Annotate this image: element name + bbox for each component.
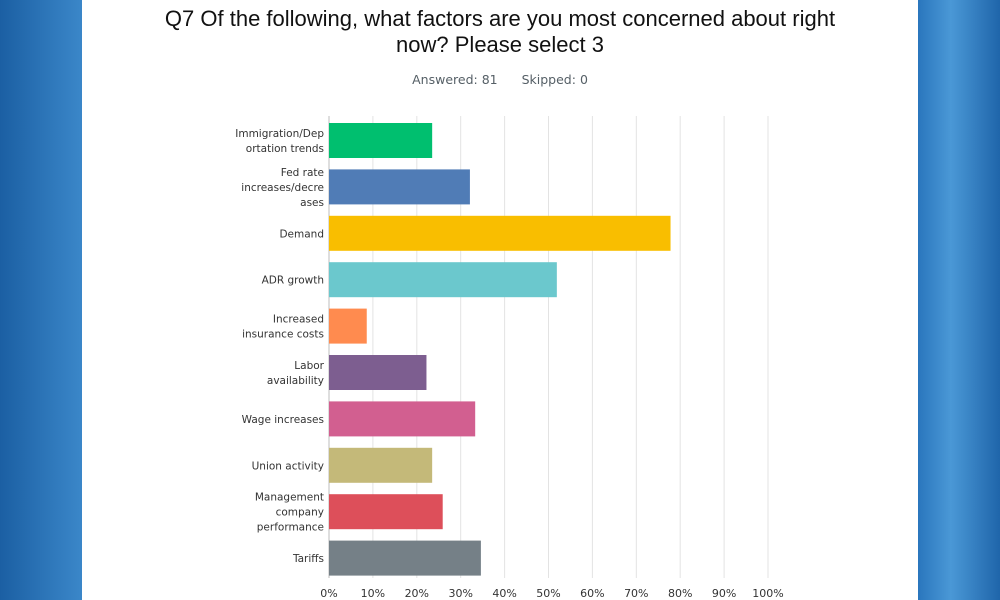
background-right-band [918, 0, 1000, 600]
bar [329, 216, 671, 251]
x-tick-label: 60% [580, 587, 604, 600]
bar [329, 123, 432, 158]
category-label-line: availability [267, 375, 324, 387]
category-label: Management company performance [255, 492, 324, 534]
category-label-line: Fed rate [281, 167, 324, 179]
bar [329, 169, 470, 204]
x-tick-label: 0% [320, 587, 337, 600]
category-label: Union activity [252, 460, 324, 472]
bar-chart: 0% 10% 20% 30% 40% 50% 60% 70% 80% 90% 100% Immigra… [82, 0, 918, 600]
category-label-line: insurance costs [242, 329, 324, 341]
bar [329, 309, 367, 344]
category-label-line: Union activity [252, 460, 324, 472]
bar [329, 401, 475, 436]
category-label-line: Wage increases [242, 414, 324, 426]
x-tick-label: 50% [536, 587, 560, 600]
bar [329, 541, 481, 576]
category-label: Demand [279, 228, 324, 240]
bar [329, 494, 443, 529]
category-label-line: Management [255, 492, 324, 504]
category-label: ADR growth [262, 275, 324, 287]
category-label-line: Demand [279, 228, 324, 240]
category-label: Immigration/Dep ortation trends [235, 128, 324, 155]
x-tick-label: 10% [361, 587, 385, 600]
category-label: Labor availability [267, 360, 325, 387]
category-label-line: ADR growth [262, 275, 324, 287]
x-tick-label: 70% [624, 587, 648, 600]
category-label-line: Tariffs [292, 553, 324, 565]
bar [329, 262, 557, 297]
category-label-line: Increased [273, 314, 324, 326]
chart-panel: Q7 Of the following, what factors are yo… [82, 0, 918, 600]
x-tick-label: 100% [752, 587, 783, 600]
bar [329, 355, 426, 390]
category-label-line: company [276, 507, 324, 519]
category-label-line: increases/decre [241, 182, 324, 194]
category-label-line: Labor [294, 360, 324, 372]
category-label-line: ortation trends [246, 143, 324, 155]
x-tick-label: 20% [405, 587, 429, 600]
category-label-line: performance [257, 522, 324, 534]
category-label-line: Immigration/Dep [235, 128, 324, 140]
x-tick-label: 40% [492, 587, 516, 600]
x-tick-label: 90% [712, 587, 736, 600]
category-label: Tariffs [292, 553, 324, 565]
category-label: Fed rate increases/decre ases [241, 167, 324, 209]
bar [329, 448, 432, 483]
category-label: Increased insurance costs [242, 314, 324, 341]
x-tick-label: 30% [448, 587, 472, 600]
x-tick-label: 80% [668, 587, 692, 600]
category-label: Wage increases [242, 414, 324, 426]
category-label-line: ases [300, 197, 324, 209]
